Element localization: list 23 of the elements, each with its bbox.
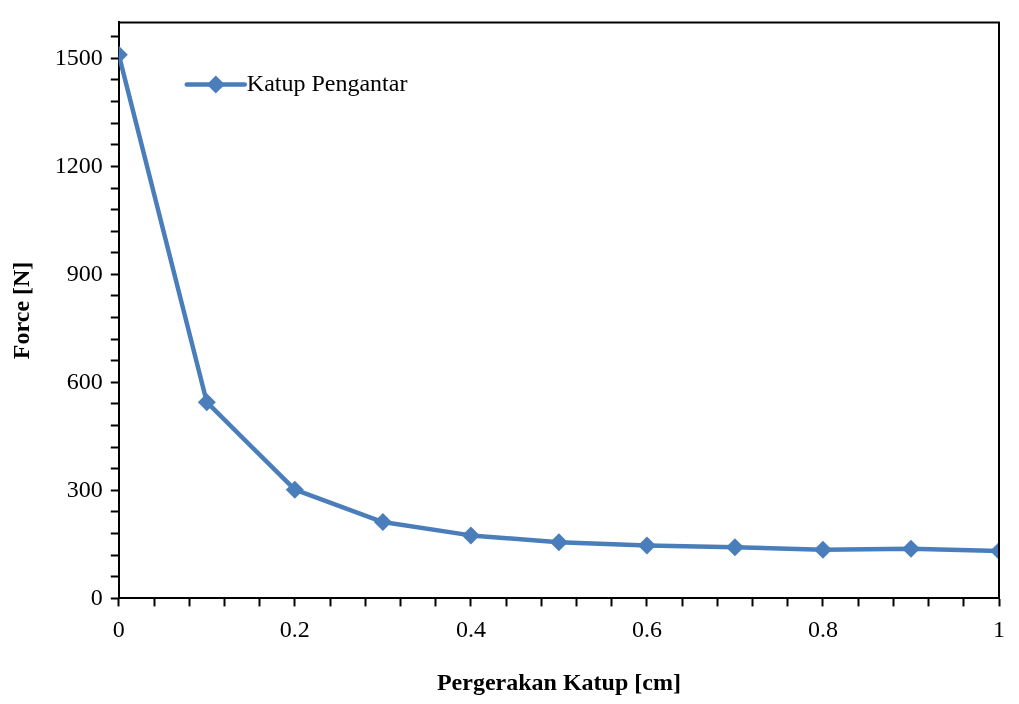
- y-tick-label: 0: [90, 583, 103, 610]
- y-tick-label: 1200: [54, 151, 103, 178]
- point: [373, 513, 392, 532]
- y-axis-title: Force [N]: [7, 261, 34, 360]
- point: [285, 480, 304, 499]
- y-tick-label: 300: [66, 475, 103, 502]
- x-tick-label: 1: [993, 616, 1005, 643]
- x-tick-label: 0.6: [631, 616, 662, 643]
- point: [637, 536, 656, 555]
- point: [725, 538, 744, 557]
- y-tick-label: 900: [66, 259, 103, 286]
- y-tick-label: 1500: [54, 43, 103, 70]
- point: [197, 393, 216, 412]
- y-tick-label: 600: [66, 367, 103, 394]
- point: [461, 526, 480, 545]
- x-tick-label: 0: [112, 616, 125, 643]
- point: [813, 540, 832, 559]
- legend-label: Katup Pengantar: [246, 69, 408, 96]
- x-tick-label: 0.2: [279, 616, 310, 643]
- x-tick-label: 0.4: [455, 616, 486, 643]
- x-tick-label: 0.8: [807, 616, 838, 643]
- point: [549, 533, 568, 552]
- x-axis-title: Pergerakan Katup [cm]: [436, 668, 681, 695]
